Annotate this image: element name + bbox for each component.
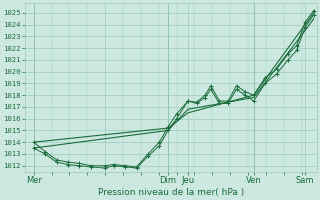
X-axis label: Pression niveau de la mer( hPa ): Pression niveau de la mer( hPa ) [98, 188, 244, 197]
